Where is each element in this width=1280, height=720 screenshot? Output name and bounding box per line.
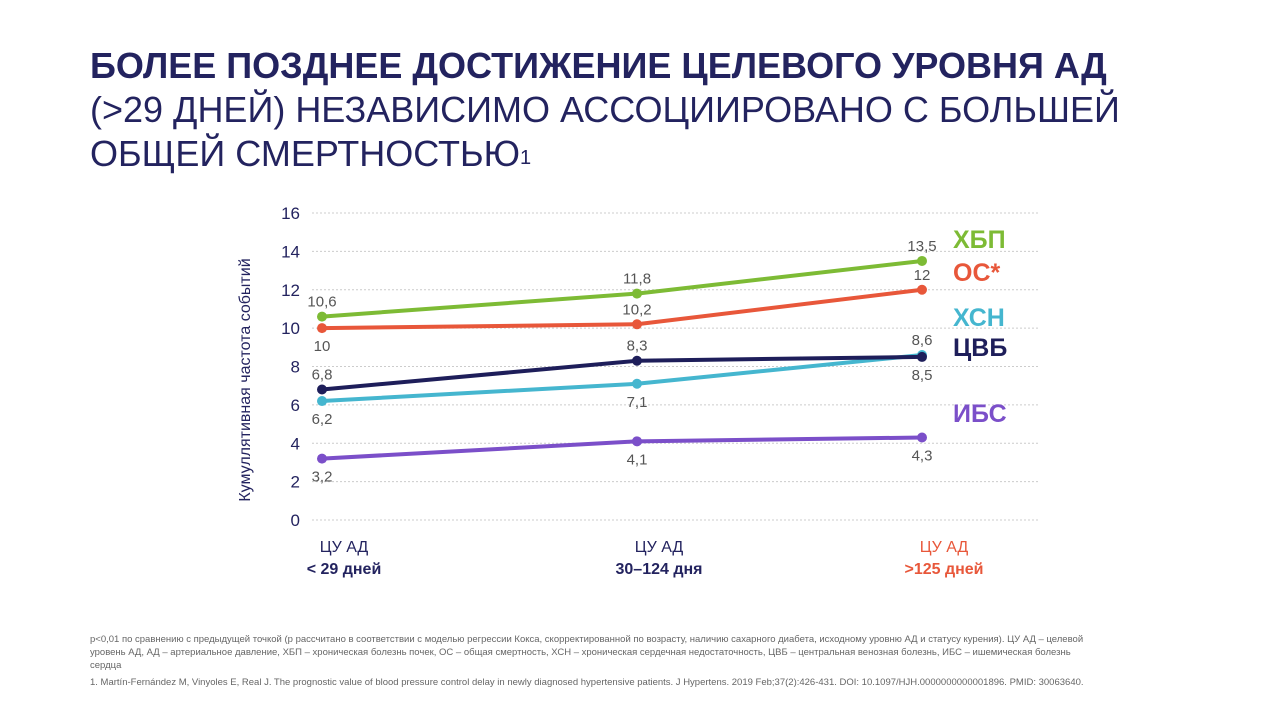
series-line — [321, 435, 923, 461]
footnotes: p<0,01 по сравнению с предыдущей точкой … — [90, 633, 1100, 693]
x-tick-label: ЦУ АД — [635, 539, 684, 556]
title-line1: БОЛЕЕ ПОЗДНЕЕ ДОСТИЖЕНИЕ ЦЕЛЕВОГО УРОВНЯ… — [90, 45, 1107, 86]
title-footnote-ref: 1 — [520, 147, 532, 169]
data-label: 8,6 — [912, 332, 933, 349]
y-tick-label: 16 — [281, 204, 300, 223]
data-label: 3,2 — [312, 469, 333, 486]
data-label: 6,8 — [312, 367, 333, 384]
data-point — [917, 284, 927, 295]
legend-entry: ОС* — [953, 259, 1001, 287]
data-point — [632, 436, 642, 447]
data-label: 8,3 — [627, 338, 648, 355]
data-point — [317, 311, 327, 322]
data-label: 12 — [914, 267, 931, 284]
data-label: 8,5 — [912, 367, 933, 384]
data-label: 11,8 — [623, 271, 651, 288]
data-point — [632, 319, 642, 330]
x-tick-label: 30–124 дня — [616, 561, 703, 578]
x-tick-label: < 29 дней — [307, 561, 382, 578]
slide-title: БОЛЕЕ ПОЗДНЕЕ ДОСТИЖЕНИЕ ЦЕЛЕВОГО УРОВНЯ… — [90, 44, 1210, 176]
y-tick-label: 6 — [291, 396, 300, 415]
data-point — [917, 432, 927, 443]
data-label: 13,5 — [907, 238, 936, 255]
y-tick-label: 0 — [291, 511, 300, 530]
y-tick-label: 2 — [291, 473, 300, 492]
data-label: 10,2 — [622, 301, 651, 318]
footnote-reference: 1. Martín-Fernández M, Vinyoles E, Real … — [90, 677, 1084, 688]
legend-entry: ИБС — [953, 400, 1007, 428]
data-label: 4,1 — [627, 451, 648, 468]
y-tick-label: 14 — [281, 242, 300, 261]
legend-entry: ХСН — [953, 304, 1005, 332]
data-label: 10,6 — [307, 294, 336, 311]
data-point — [317, 453, 327, 464]
data-label: 10 — [314, 338, 331, 355]
data-label: 7,1 — [627, 394, 648, 411]
y-tick-label: 10 — [281, 319, 300, 338]
data-point — [632, 355, 642, 366]
data-point — [317, 396, 327, 407]
y-tick-label: 4 — [291, 434, 300, 453]
data-point — [317, 323, 327, 334]
footnote-note: p<0,01 по сравнению с предыдущей точкой … — [90, 634, 1084, 671]
y-tick-label: 8 — [291, 358, 300, 377]
data-label: 6,2 — [312, 411, 333, 428]
data-point — [632, 378, 642, 389]
title-line2: (>29 ДНЕЙ) НЕЗАВИСИМО АССОЦИИРОВАНО С БО… — [90, 89, 1120, 174]
data-point — [917, 255, 927, 266]
y-axis-label: Кумуллятивная частота событий — [237, 258, 254, 501]
legend-entry: ХБП — [953, 226, 1006, 254]
data-point — [317, 384, 327, 395]
data-point — [917, 351, 927, 362]
legend-entry: ЦВБ — [953, 334, 1007, 362]
data-label: 4,3 — [912, 447, 933, 464]
data-point — [632, 288, 642, 299]
x-tick-label: >125 дней — [904, 561, 983, 578]
y-tick-label: 12 — [281, 281, 300, 300]
x-tick-label: ЦУ АД — [920, 539, 969, 556]
x-tick-label: ЦУ АД — [320, 539, 369, 556]
